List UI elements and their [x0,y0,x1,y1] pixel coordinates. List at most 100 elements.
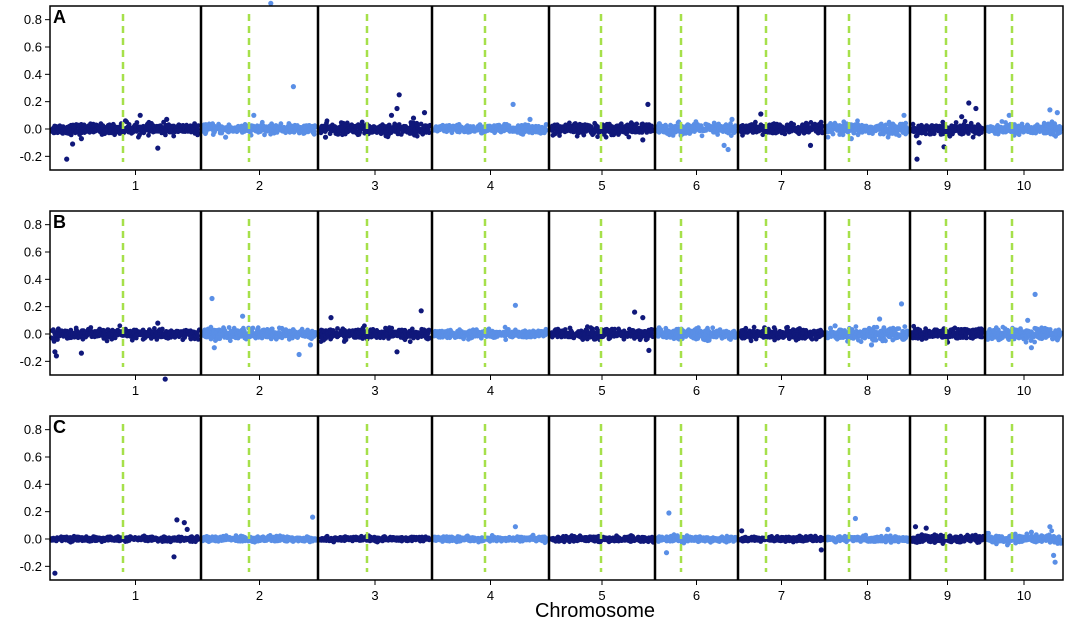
point-chr8 [825,134,831,140]
panel-B: -0.20.00.20.40.60.81 2 3 4 5 6 7 8 9 10B [20,210,1064,398]
outlier-point-chr9 [966,100,972,106]
point-chr4 [503,337,509,343]
point-chr2 [259,119,265,125]
point-chr7 [740,132,745,138]
outlier-point-chr1 [137,112,143,118]
point-chr1 [163,132,168,138]
y-tick-label: 0.8 [24,12,42,27]
outlier-point-chr9 [959,114,965,120]
outlier-point-chr8 [898,301,905,307]
outlier-point-chr3 [410,115,417,121]
outlier-point-chr8 [832,323,838,329]
point-chr4 [543,122,549,127]
outlier-point-chr7 [807,142,814,148]
point-chr8 [905,127,910,133]
x-tick-label: 4 [487,178,494,193]
outlier-point-chr2 [296,351,302,358]
x-tick-label: 3 [371,178,378,193]
y-tick-label: -0.2 [20,149,42,164]
point-chr3 [414,133,420,139]
point-chr5 [603,134,609,140]
point-chr7 [748,338,754,344]
point-chr8 [853,324,859,329]
x-tick-label: 1 [132,178,139,193]
outlier-point-chr3 [383,133,389,139]
outlier-point-chr3 [396,92,402,98]
point-chr8 [828,325,833,331]
point-chr1 [195,130,201,136]
point-chr9 [979,125,985,131]
outlier-point-chr2 [211,345,217,351]
point-chr3 [386,122,392,128]
point-chr8 [858,339,864,345]
point-chr7 [818,119,824,125]
point-chr5 [626,134,632,140]
outlier-point-chr4 [527,116,533,122]
point-chr9 [931,131,937,137]
point-chr7 [753,119,758,125]
point-chr8 [896,133,902,139]
point-chr9 [910,121,916,127]
point-chr9 [953,120,959,125]
point-chr1 [171,133,177,139]
point-chr8 [873,337,879,343]
point-chr9 [970,134,976,140]
outlier-point-chr4 [510,101,516,107]
point-chr3 [426,327,432,333]
outlier-point-chr5 [640,137,646,143]
outlier-point-chr6 [721,142,727,148]
x-tick-label: 7 [778,178,785,193]
point-chr2 [313,124,318,130]
outlier-point-chr9 [973,105,979,112]
outlier-point-chr1 [78,136,84,142]
y-tick-label: 0.0 [24,122,42,137]
point-chr1 [195,333,201,339]
point-chr1 [195,127,201,132]
outlier-point-chr3 [328,315,334,321]
point-chr7 [782,131,788,137]
x-tick-label: 5 [598,178,605,193]
point-chr5 [649,330,654,335]
point-chr6 [710,325,716,331]
outlier-point-chr2 [251,112,257,118]
point-chr8 [883,338,888,344]
outlier-point-chr1 [53,353,60,359]
point-chr7 [819,123,825,129]
outlier-point-chr3 [418,308,424,314]
outlier-point-chr8 [901,112,907,118]
point-chr9 [962,118,968,124]
outlier-point-chr3 [388,112,395,118]
outlier-point-chr2 [240,313,246,319]
point-chr1 [68,132,74,138]
outlier-point-chr1 [162,376,168,382]
x-tick-label: 9 [944,178,951,193]
point-chr8 [874,324,880,330]
point-chr5 [634,121,640,127]
outlier-point-chr9 [916,140,922,146]
point-chr3 [324,118,330,124]
outlier-point-chr8 [877,316,883,322]
point-chr1 [134,120,140,125]
point-chr8 [855,118,860,124]
outlier-point-chr1 [155,320,161,326]
panels-group: -0.20.00.20.40.60.81 2 3 4 5 6 7 8 9 10A-0.20.00.… [20,0,1064,603]
point-chr2 [311,129,317,134]
x-tick-label: 2 [256,178,263,193]
point-chr2 [250,325,256,331]
point-chr7 [751,324,757,330]
outlier-point-chr6 [725,146,731,153]
point-chr6 [715,132,720,137]
outlier-point-chr3 [394,105,400,112]
point-chr4 [543,127,549,133]
point-chr1 [146,132,151,138]
point-chr1 [159,326,165,332]
outlier-point-chr4 [512,302,519,308]
point-chr8 [883,122,889,128]
outlier-point-chr10 [1047,107,1053,113]
point-chr8 [890,131,895,136]
point-chr8 [902,324,908,329]
outlier-point-chr8 [868,342,875,348]
outlier-point-chr2 [223,134,229,140]
point-chr6 [733,123,738,129]
outlier-point-chr10 [1054,110,1060,116]
